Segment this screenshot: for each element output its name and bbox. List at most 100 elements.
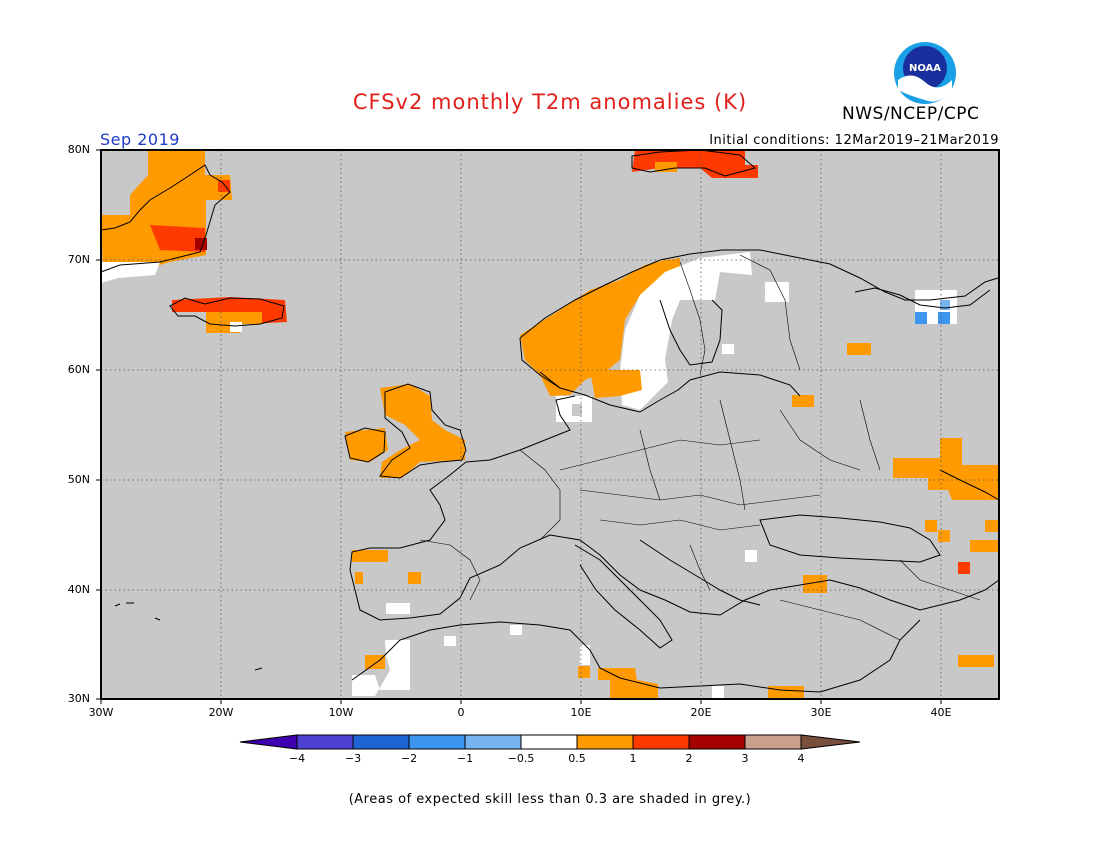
finland-white-cell-2 [722, 344, 734, 354]
uk-orange-patch [380, 384, 465, 478]
ireland-coast [344, 427, 386, 463]
colorbar-box [744, 734, 802, 750]
italy-coast [574, 544, 673, 649]
colorbar-tick-label: −0.5 [507, 752, 535, 765]
svalbard-orange-cell [655, 162, 677, 172]
map-title: CFSv2 monthly T2m anomalies (K) [352, 90, 748, 114]
colorbar-box [464, 734, 522, 750]
lon-label-20e: 20E [690, 706, 712, 719]
colorbar-box [296, 734, 354, 750]
morocco-orange-cell [365, 655, 385, 669]
graticule [101, 150, 999, 699]
forecast-month: Sep 2019 [100, 130, 180, 149]
egypt-white-cell [712, 686, 724, 699]
lat-label-60n: 60N [67, 363, 90, 376]
colorbar-box [576, 734, 634, 750]
caucasus-red-cell [958, 562, 970, 574]
balkans-coast [639, 539, 761, 606]
colorbar-tick-label: −4 [288, 752, 306, 765]
iberia-orange-cell-2 [355, 572, 363, 584]
iceland-white-cell [230, 322, 242, 332]
caspian-coast [939, 469, 1000, 501]
colorbar-high-triangle [800, 734, 861, 750]
colorbar-low-triangle [239, 734, 298, 750]
noaa-logo: NOAA [892, 40, 958, 106]
baltic-orange-cell [792, 395, 814, 407]
turkey-orange-patch [803, 575, 827, 593]
norway-orange-patch [520, 258, 680, 396]
colorbar-box [352, 734, 410, 750]
bothnia-coast [659, 299, 723, 366]
europe-west-coast [349, 395, 1000, 621]
colorbar-box [408, 734, 466, 750]
mideast-orange-patch [958, 655, 994, 667]
colorbar-tick-label: −3 [344, 752, 362, 765]
country-borders [419, 254, 981, 641]
colorbar-tick-label: −1 [456, 752, 474, 765]
colorbar-tick-label: 2 [685, 752, 693, 765]
iberia-orange-cell-3 [408, 572, 421, 584]
britain-coast [379, 383, 467, 479]
norway-south-coast [519, 337, 561, 389]
lat-label-70n: 70N [67, 253, 90, 266]
colorbar-tick-label: 1 [629, 752, 637, 765]
greenland-coast [100, 164, 231, 273]
anomaly-patches [101, 150, 999, 699]
iceland-coast [169, 297, 285, 327]
russia-orange-patch [893, 438, 999, 500]
libya-orange-patch [598, 668, 658, 699]
blacksea-coast [759, 514, 941, 563]
lat-label-30n: 30N [67, 692, 90, 705]
russia-orange-cell [847, 343, 871, 355]
scandinavia-coast [519, 249, 999, 339]
denmark-grey-inner [572, 404, 582, 416]
organization-label: NWS/NCEP/CPC [842, 104, 980, 124]
azores-dots [114, 602, 161, 621]
kola-blue-cell-1 [915, 312, 927, 324]
sweden-white-patch [620, 252, 752, 410]
colorbar-box [688, 734, 746, 750]
med-white-cell-2 [444, 636, 456, 646]
caucasus-orange-cell-1 [925, 520, 937, 532]
lon-label-10w: 10W [328, 706, 354, 719]
lat-label-40n: 40N [67, 583, 90, 596]
axis-ticks [96, 149, 942, 704]
sweden-orange-patch [590, 370, 642, 398]
greenland-red-patch [150, 225, 205, 252]
iberia-white-cell [386, 603, 410, 614]
whitesea-coast [854, 287, 991, 309]
iberia-orange-cell-1 [352, 550, 388, 562]
morocco-white-patch [352, 640, 410, 696]
africa-coast [351, 619, 921, 693]
lat-label-80n: 80N [67, 143, 90, 156]
lon-label-10e: 10E [570, 706, 592, 719]
colorbar-tick-label: 3 [741, 752, 749, 765]
coastlines [100, 149, 1000, 693]
map-background [101, 150, 999, 699]
caucasus-orange-cell-3 [970, 540, 999, 552]
balkan-white-cell [745, 550, 757, 562]
lon-label-30e: 30E [810, 706, 832, 719]
svalbard-red-patch [632, 150, 758, 178]
lon-label-0: 0 [457, 706, 465, 719]
greenland-white-patch [101, 262, 160, 283]
noaa-logo-text: NOAA [909, 63, 941, 74]
lon-label-30w: 30W [88, 706, 114, 719]
colorbar-tick-label: 4 [797, 752, 805, 765]
finland-white-cell-1 [765, 282, 789, 302]
initial-conditions: Initial conditions: 12Mar2019–21Mar2019 [709, 133, 999, 148]
lon-label-20w: 20W [208, 706, 234, 719]
caucasus-orange-cell-4 [985, 520, 999, 532]
skill-footnote: (Areas of expected skill less than 0.3 a… [348, 792, 752, 807]
colorbar-tick-label: −2 [400, 752, 418, 765]
med-white-cell-3 [580, 645, 590, 665]
colorbar-box [632, 734, 690, 750]
ireland-orange-patch [345, 428, 388, 462]
kola-blue-cell-3 [940, 300, 950, 310]
colorbar-tick-label: 0.5 [568, 752, 586, 765]
canary-dots [254, 667, 263, 671]
colorbar-box [520, 734, 578, 750]
lat-label-50n: 50N [67, 473, 90, 486]
